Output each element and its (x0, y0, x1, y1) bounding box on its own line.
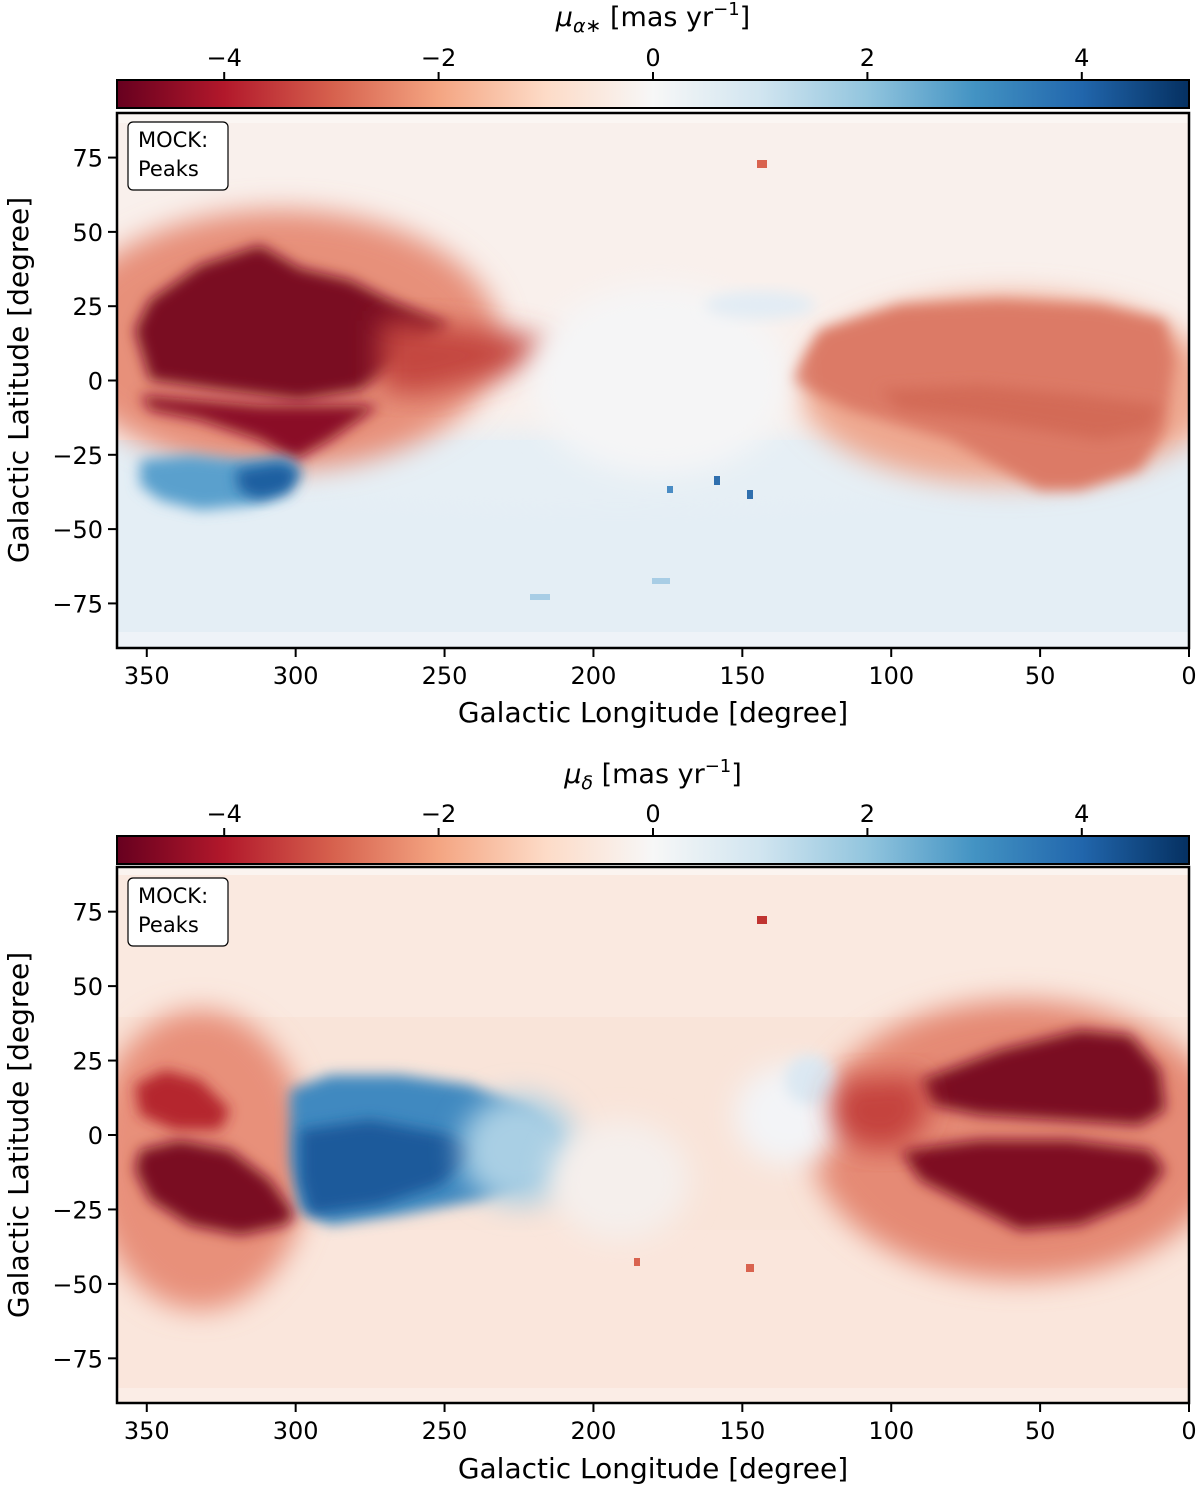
y-tick-label: −75 (52, 1345, 103, 1373)
legend-box (127, 877, 229, 947)
legend-line-2: Peaks (138, 913, 199, 937)
y-tick-label: 25 (72, 293, 103, 321)
heatmap-pmdec (117, 867, 1189, 1403)
colorbar-title: μδ [mas yr−1] (563, 756, 742, 794)
colorbar-pmdec: −4 −2 0 2 4 μδ [mas yr−1] (116, 756, 1190, 865)
y-tick-label: −25 (52, 442, 103, 470)
x-tick-label: 150 (719, 1417, 765, 1445)
colorbar-tick-label: 0 (645, 800, 660, 828)
right-darkred-lower (900, 1140, 1165, 1230)
y-tick-label: 0 (88, 368, 103, 396)
speckle (667, 486, 673, 493)
left-red-wing (380, 320, 560, 395)
y-ticks: 75 50 25 0 −25 −50 −75 (52, 145, 117, 618)
x-tick-label: 100 (868, 662, 914, 690)
colorbar-title: μα∗ [mas yr−1] (555, 0, 750, 37)
legend-line-1: MOCK: (138, 884, 208, 908)
y-tick-label: 75 (72, 145, 103, 173)
speckle (747, 490, 753, 499)
x-tick-label: 0 (1181, 662, 1196, 690)
center-light-blue (705, 291, 815, 319)
speckle (714, 476, 720, 485)
colorbar-ticks (223, 828, 1083, 836)
y-tick-label: 50 (72, 219, 103, 247)
x-tick-label: 150 (719, 662, 765, 690)
speckle (757, 916, 767, 924)
blue-patch-core (235, 462, 300, 500)
left-darkred-lobe (135, 245, 450, 400)
speckle (746, 1264, 754, 1272)
colorbar-tick-labels: −4 −2 0 2 4 (207, 44, 1090, 72)
left-darkred-lower (140, 395, 380, 460)
right-red-wing (830, 1075, 930, 1150)
heatmap-pmra (117, 113, 1189, 648)
y-axis-label: Galactic Latitude [degree] (2, 197, 35, 563)
left-darkred-upper (135, 1070, 230, 1130)
legend-pmdec: MOCK: Peaks (127, 877, 229, 947)
panel-pmdec: −4 −2 0 2 4 μδ [mas yr−1] (2, 756, 1197, 1485)
x-axis-label: Galactic Longitude [degree] (458, 696, 848, 729)
y-axis-label: Galactic Latitude [degree] (2, 952, 35, 1318)
right-darkred-upper (920, 1030, 1165, 1125)
x-tick-label: 300 (273, 662, 319, 690)
north-pale-region (117, 867, 1189, 1017)
x-tick-label: 50 (1025, 1417, 1056, 1445)
y-tick-label: −50 (52, 516, 103, 544)
y-tick-label: 75 (72, 899, 103, 927)
legend-line-2: Peaks (138, 157, 199, 181)
legend-line-1: MOCK: (138, 128, 208, 152)
x-tick-label: 50 (1025, 662, 1056, 690)
speckle (652, 578, 670, 584)
x-tick-label: 0 (1181, 1417, 1196, 1445)
colorbar-gradient (117, 80, 1189, 108)
center-white (530, 285, 790, 475)
y-ticks: 75 50 25 0 −25 −50 −75 (52, 899, 117, 1373)
x-ticks: 350 300 250 200 150 100 50 0 (124, 1403, 1197, 1445)
colorbar-gradient (117, 836, 1189, 864)
x-tick-label: 200 (571, 662, 617, 690)
right-red-core (880, 385, 1160, 440)
speckle (634, 1258, 640, 1266)
x-ticks: 350 300 250 200 150 100 50 0 (124, 648, 1197, 690)
speckle (757, 160, 767, 168)
panel-pmra: −4 −2 0 2 4 μα∗ [mas yr−1] (2, 0, 1197, 729)
y-tick-label: −25 (52, 1196, 103, 1224)
x-tick-label: 200 (571, 1417, 617, 1445)
y-tick-label: 0 (88, 1122, 103, 1150)
center-white (550, 1120, 690, 1240)
y-tick-label: −50 (52, 1271, 103, 1299)
colorbar-tick-label: −2 (421, 800, 456, 828)
colorbar-tick-label: 4 (1074, 44, 1089, 72)
colorbar-tick-label: 0 (645, 44, 660, 72)
x-tick-label: 300 (273, 1417, 319, 1445)
x-tick-label: 100 (868, 1417, 914, 1445)
legend-pmra: MOCK: Peaks (127, 121, 229, 191)
blue-lobe-rim (460, 1095, 580, 1205)
x-tick-label: 250 (422, 662, 468, 690)
blue-lobe-core (300, 1120, 480, 1215)
x-axis-label: Galactic Longitude [degree] (458, 1452, 848, 1485)
colorbar-tick-label: −4 (207, 800, 242, 828)
colorbar-tick-label: −4 (207, 44, 242, 72)
colorbar-tick-labels: −4 −2 0 2 4 (207, 800, 1090, 828)
colorbar-pmra: −4 −2 0 2 4 μα∗ [mas yr−1] (116, 0, 1190, 109)
colorbar-ticks (223, 72, 1083, 80)
x-tick-label: 350 (124, 1417, 170, 1445)
y-tick-label: −75 (52, 590, 103, 618)
left-darkred-lobe (135, 1140, 295, 1235)
x-tick-label: 350 (124, 662, 170, 690)
right-light-blue (785, 1055, 835, 1105)
speckle (530, 594, 550, 600)
colorbar-tick-label: −2 (421, 44, 456, 72)
y-tick-label: 50 (72, 973, 103, 1001)
y-tick-label: 25 (72, 1048, 103, 1076)
legend-box (127, 121, 229, 191)
x-tick-label: 250 (422, 1417, 468, 1445)
colorbar-tick-label: 2 (860, 44, 875, 72)
colorbar-tick-label: 2 (860, 800, 875, 828)
colorbar-tick-label: 4 (1074, 800, 1089, 828)
